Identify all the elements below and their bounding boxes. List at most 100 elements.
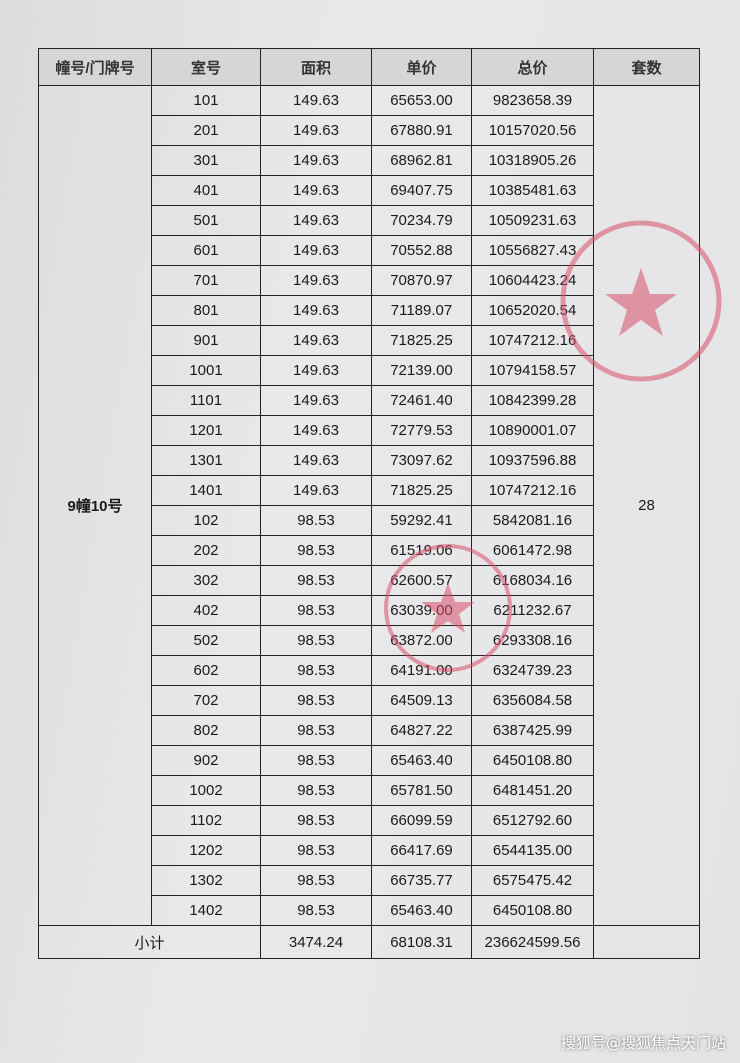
total-price-cell: 10747212.16 [471,325,594,356]
table-row: 801 149.63 71189.07 10652020.54 [39,295,700,326]
total-price-cell: 10747212.16 [471,475,594,506]
total-price-cell: 10385481.63 [471,175,594,206]
area-cell: 98.53 [260,895,372,926]
area-cell: 98.53 [260,835,372,866]
unit-price-cell: 63039.00 [371,595,472,626]
area-cell: 98.53 [260,535,372,566]
area-cell: 98.53 [260,685,372,716]
room-cell: 1301 [151,445,261,476]
total-price-cell: 6450108.80 [471,745,594,776]
room-cell: 101 [151,85,261,116]
area-cell: 149.63 [260,205,372,236]
room-cell: 901 [151,325,261,356]
subtotal-row: 小计 3474.24 68108.31 236624599.56 [38,925,700,959]
total-price-cell: 6481451.20 [471,775,594,806]
table-row: 1202 98.53 66417.69 6544135.00 [39,835,700,866]
unit-price-cell: 62600.57 [371,565,472,596]
unit-price-cell: 73097.62 [371,445,472,476]
unit-price-cell: 59292.41 [371,505,472,536]
watermark-text: 搜狐号@搜狐焦点天门站 [560,1034,726,1052]
price-table: 幢号/门牌号 室号 面积 单价 总价 套数 9幢10号 101 149.63 6565… [38,48,700,959]
unit-price-cell: 66417.69 [371,835,472,866]
area-cell: 149.63 [260,85,372,116]
total-price-cell: 6356084.58 [471,685,594,716]
unit-price-cell: 72779.53 [371,415,472,446]
area-cell: 98.53 [260,805,372,836]
area-cell: 98.53 [260,715,372,746]
total-price-cell: 10890001.07 [471,415,594,446]
table-row: 201 149.63 67880.91 10157020.56 [39,115,700,146]
room-cell: 601 [151,235,261,266]
room-cell: 402 [151,595,261,626]
room-cell: 102 [151,505,261,536]
table-row: 1402 98.53 65463.40 6450108.80 [39,895,700,926]
room-cell: 1002 [151,775,261,806]
unit-price-cell: 69407.75 [371,175,472,206]
header-area: 面积 [260,48,372,86]
room-cell: 802 [151,715,261,746]
total-price-cell: 9823658.39 [471,85,594,116]
area-cell: 98.53 [260,625,372,656]
subtotal-label: 小计 [38,925,261,959]
unit-price-cell: 71825.25 [371,325,472,356]
total-price-cell: 6324739.23 [471,655,594,686]
unit-price-cell: 67880.91 [371,115,472,146]
room-cell: 1102 [151,805,261,836]
room-cell: 502 [151,625,261,656]
table-row: 1201 149.63 72779.53 10890001.07 [39,415,700,446]
table-row: 601 149.63 70552.88 10556827.43 [39,235,700,266]
room-cell: 902 [151,745,261,776]
area-cell: 98.53 [260,505,372,536]
table-row: 9幢10号 101 149.63 65653.00 9823658.39 28 [38,85,700,926]
table-row: 501 149.63 70234.79 10509231.63 [39,205,700,236]
room-cell: 201 [151,115,261,146]
total-price-cell: 10157020.56 [471,115,594,146]
room-cell: 1001 [151,355,261,386]
area-cell: 149.63 [260,355,372,386]
unit-price-cell: 65781.50 [371,775,472,806]
unit-price-cell: 68962.81 [371,145,472,176]
unit-price-cell: 71189.07 [371,295,472,326]
total-price-cell: 10604423.24 [471,265,594,296]
total-price-cell: 6211232.67 [471,595,594,626]
unit-count-cell: 28 [593,85,700,926]
unit-price-cell: 65463.40 [371,745,472,776]
header-unit-price: 单价 [371,48,472,86]
price-table-container: 幢号/门牌号 室号 面积 单价 总价 套数 9幢10号 101 149.63 6565… [38,48,700,959]
unit-price-cell: 63872.00 [371,625,472,656]
unit-price-cell: 64827.22 [371,715,472,746]
table-row: 401 149.63 69407.75 10385481.63 [39,175,700,206]
total-price-cell: 10794158.57 [471,355,594,386]
total-price-cell: 6293308.16 [471,625,594,656]
room-cell: 1101 [151,385,261,416]
table-row: 102 98.53 59292.41 5842081.16 [39,505,700,536]
unit-price-cell: 70552.88 [371,235,472,266]
header-unit-count: 套数 [593,48,700,86]
total-price-cell: 6575475.42 [471,865,594,896]
area-cell: 98.53 [260,655,372,686]
area-cell: 149.63 [260,145,372,176]
unit-price-cell: 66735.77 [371,865,472,896]
unit-price-cell: 64191.00 [371,655,472,686]
total-price-cell: 6387425.99 [471,715,594,746]
header-row: 幢号/门牌号 室号 面积 单价 总价 套数 [38,48,700,86]
area-cell: 149.63 [260,385,372,416]
room-cell: 501 [151,205,261,236]
unit-price-cell: 61519.06 [371,535,472,566]
table-row: 1102 98.53 66099.59 6512792.60 [39,805,700,836]
area-cell: 149.63 [260,415,372,446]
area-cell: 149.63 [260,295,372,326]
unit-price-cell: 71825.25 [371,475,472,506]
total-price-cell: 6450108.80 [471,895,594,926]
room-cell: 1302 [151,865,261,896]
unit-price-cell: 70870.97 [371,265,472,296]
total-price-cell: 6512792.60 [471,805,594,836]
room-cell: 1202 [151,835,261,866]
table-row: 301 149.63 68962.81 10318905.26 [39,145,700,176]
unit-price-cell: 66099.59 [371,805,472,836]
area-cell: 149.63 [260,265,372,296]
room-cell: 301 [151,145,261,176]
unit-price-cell: 72139.00 [371,355,472,386]
area-cell: 98.53 [260,865,372,896]
area-cell: 149.63 [260,175,372,206]
